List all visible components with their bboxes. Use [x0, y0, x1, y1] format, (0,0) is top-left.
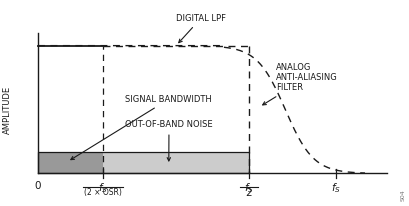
Text: OUT-OF-BAND NOISE: OUT-OF-BAND NOISE [125, 120, 212, 161]
Text: 2: 2 [245, 188, 252, 198]
Text: DIGITAL LPF: DIGITAL LPF [175, 14, 225, 43]
Text: $f_S$: $f_S$ [330, 181, 340, 195]
Bar [38, 152, 248, 173]
Bar [103, 152, 248, 173]
Text: (2 × OSR): (2 × OSR) [84, 188, 122, 197]
Text: ANALOG
ANTI-ALIASING
FILTER: ANALOG ANTI-ALIASING FILTER [262, 63, 337, 105]
Text: SIGNAL BANDWIDTH: SIGNAL BANDWIDTH [71, 95, 211, 160]
Text: 0: 0 [35, 181, 41, 191]
Bar [38, 152, 103, 173]
Text: $f_S$: $f_S$ [243, 181, 253, 195]
Text: $f_S$: $f_S$ [98, 181, 108, 195]
Text: S04: S04 [400, 189, 405, 201]
Text: AMPLITUDE: AMPLITUDE [2, 85, 11, 134]
